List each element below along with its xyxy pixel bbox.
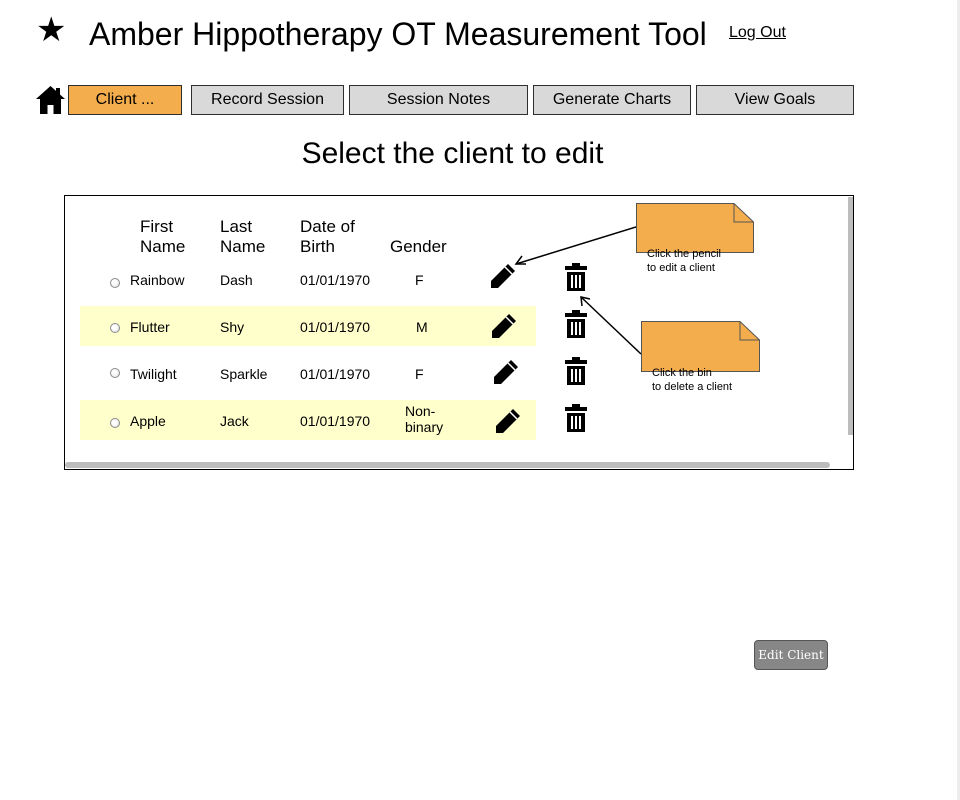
logout-link[interactable]: Log Out	[729, 24, 786, 41]
select-radio-flutter[interactable]	[110, 323, 120, 333]
cell-gender: F	[415, 366, 424, 382]
select-radio-apple[interactable]	[110, 418, 120, 428]
cell-last-name: Shy	[220, 319, 245, 335]
cell-dob: 01/01/1970	[300, 272, 371, 288]
pencil-icon[interactable]	[489, 262, 517, 295]
vertical-scrollbar[interactable]	[848, 197, 853, 435]
tab-session-notes[interactable]: Session Notes	[349, 85, 528, 115]
cell-gender: F	[415, 272, 424, 288]
tab-client[interactable]: Client ...	[68, 85, 182, 115]
window-edge	[957, 0, 960, 800]
pencil-icon[interactable]	[490, 312, 518, 345]
bin-help-note: Click the bin to delete a client	[641, 321, 760, 393]
cell-first-name: Twilight	[130, 366, 177, 382]
cell-last-name: Sparkle	[220, 366, 268, 382]
trash-icon[interactable]	[565, 309, 587, 344]
tab-view-goals[interactable]: View Goals	[696, 85, 854, 115]
cell-dob: 01/01/1970	[300, 319, 371, 335]
trash-icon[interactable]	[565, 403, 587, 438]
row-highlight	[80, 400, 536, 440]
tab-record-session[interactable]: Record Session	[191, 85, 344, 115]
cell-first-name: Flutter	[130, 319, 170, 335]
star-icon: ★	[36, 11, 67, 49]
header-date-of-birth: Date of Birth	[300, 217, 355, 256]
header-first-name: First Name	[140, 217, 186, 256]
trash-icon[interactable]	[565, 356, 587, 391]
cell-dob: 01/01/1970	[300, 366, 371, 382]
cell-last-name: Dash	[220, 272, 253, 288]
cell-last-name: Jack	[220, 413, 249, 429]
app-title: Amber Hippotherapy OT Measurement Tool	[89, 16, 707, 52]
select-radio-twilight[interactable]	[110, 368, 120, 378]
row-highlight	[80, 306, 536, 346]
header-gender: Gender	[390, 237, 447, 256]
edit-client-button[interactable]: Edit Client	[754, 640, 828, 670]
cell-first-name: Rainbow	[130, 272, 185, 288]
cell-gender: Non-binary	[405, 403, 444, 435]
horizontal-scrollbar[interactable]	[65, 462, 830, 468]
select-radio-rainbow[interactable]	[110, 278, 120, 288]
pencil-help-note: Click the pencil to edit a client	[636, 203, 754, 274]
pencil-icon[interactable]	[492, 358, 520, 391]
tab-generate-charts[interactable]: Generate Charts	[533, 85, 691, 115]
trash-icon[interactable]	[565, 262, 587, 297]
cell-dob: 01/01/1970	[300, 413, 371, 429]
header-last-name: Last Name	[220, 217, 266, 256]
pencil-icon[interactable]	[494, 407, 522, 440]
home-icon[interactable]	[36, 85, 65, 115]
page-heading: Select the client to edit	[301, 137, 604, 170]
cell-first-name: Apple	[130, 413, 166, 429]
cell-gender: M	[416, 319, 428, 335]
